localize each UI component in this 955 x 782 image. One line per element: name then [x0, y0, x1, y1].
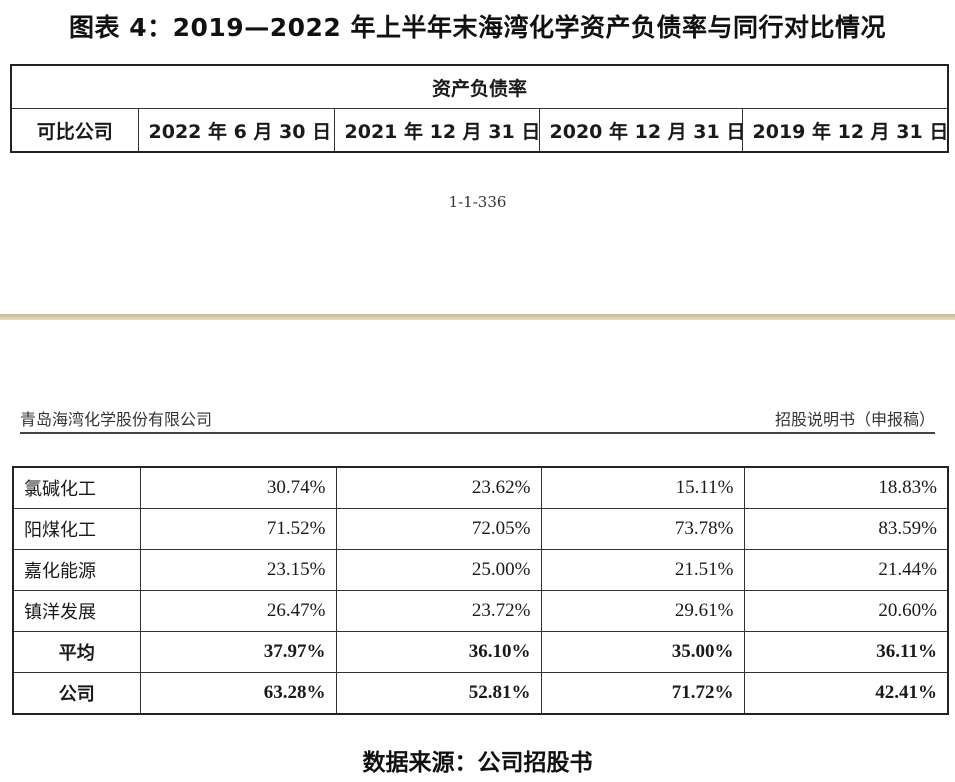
running-header-document: 招股说明书（申报稿）: [774, 410, 935, 429]
table-row: 镇洋发展 26.47% 23.72% 29.61% 20.60%: [12, 590, 949, 632]
running-header-company: 青岛海湾化学股份有限公司: [20, 410, 213, 429]
average-label-cell: 平均: [12, 631, 141, 673]
value-cell: 23.72%: [335, 590, 542, 632]
company-name-cell: 阳煤化工: [12, 508, 141, 550]
header-span-row: 资产负债率: [10, 65, 949, 109]
page-number: 1-1-336: [448, 193, 507, 211]
company-label-cell: 公司: [12, 672, 141, 715]
column-header-2019: 2019 年 12 月 31 日: [741, 108, 949, 153]
column-header-2020: 2020 年 12 月 31 日: [538, 108, 743, 153]
data-table: 氯碱化工 30.74% 23.62% 15.11% 18.83% 阳煤化工 71…: [12, 466, 949, 715]
table-row-average: 平均 37.97% 36.10% 35.00% 36.11%: [12, 631, 949, 673]
header-columns-row: 可比公司 2022 年 6 月 30 日 2021 年 12 月 31 日 20…: [10, 108, 949, 153]
value-cell: 30.74%: [139, 466, 337, 509]
data-source-note: 数据来源：公司招股书: [362, 750, 593, 776]
value-cell: 71.52%: [139, 508, 337, 550]
value-cell: 23.15%: [139, 549, 337, 591]
value-cell: 23.62%: [335, 466, 542, 509]
value-cell: 25.00%: [335, 549, 542, 591]
value-cell: 73.78%: [540, 508, 745, 550]
value-cell: 42.41%: [743, 672, 949, 715]
value-cell: 21.44%: [743, 549, 949, 591]
table-row: 氯碱化工 30.74% 23.62% 15.11% 18.83%: [12, 466, 949, 509]
value-cell: 37.97%: [139, 631, 337, 673]
value-cell: 29.61%: [540, 590, 745, 632]
value-cell: 63.28%: [139, 672, 337, 715]
figure-title: 图表 4：2019—2022 年上半年末海湾化学资产负债率与同行对比情况: [69, 13, 886, 42]
running-header: 青岛海湾化学股份有限公司 招股说明书（申报稿）: [20, 406, 935, 434]
company-name-cell: 镇洋发展: [12, 590, 141, 632]
company-name-cell: 嘉化能源: [12, 549, 141, 591]
company-name-cell: 氯碱化工: [12, 466, 141, 509]
table-row: 阳煤化工 71.52% 72.05% 73.78% 83.59%: [12, 508, 949, 550]
value-cell: 36.11%: [743, 631, 949, 673]
span-header-debt-ratio: 资产负债率: [10, 65, 949, 109]
column-header-company: 可比公司: [10, 108, 139, 153]
value-cell: 15.11%: [540, 466, 745, 509]
value-cell: 35.00%: [540, 631, 745, 673]
value-cell: 71.72%: [540, 672, 745, 715]
value-cell: 72.05%: [335, 508, 542, 550]
value-cell: 26.47%: [139, 590, 337, 632]
value-cell: 52.81%: [335, 672, 542, 715]
table-row: 嘉化能源 23.15% 25.00% 21.51% 21.44%: [12, 549, 949, 591]
column-header-2022: 2022 年 6 月 30 日: [137, 108, 335, 153]
table-row-company: 公司 63.28% 52.81% 71.72% 42.41%: [12, 672, 949, 715]
value-cell: 18.83%: [743, 466, 949, 509]
value-cell: 83.59%: [743, 508, 949, 550]
value-cell: 20.60%: [743, 590, 949, 632]
column-header-2021: 2021 年 12 月 31 日: [333, 108, 540, 153]
value-cell: 36.10%: [335, 631, 542, 673]
header-table: 资产负债率 可比公司 2022 年 6 月 30 日 2021 年 12 月 3…: [10, 64, 950, 153]
value-cell: 21.51%: [540, 549, 745, 591]
page-separator: [0, 314, 955, 320]
